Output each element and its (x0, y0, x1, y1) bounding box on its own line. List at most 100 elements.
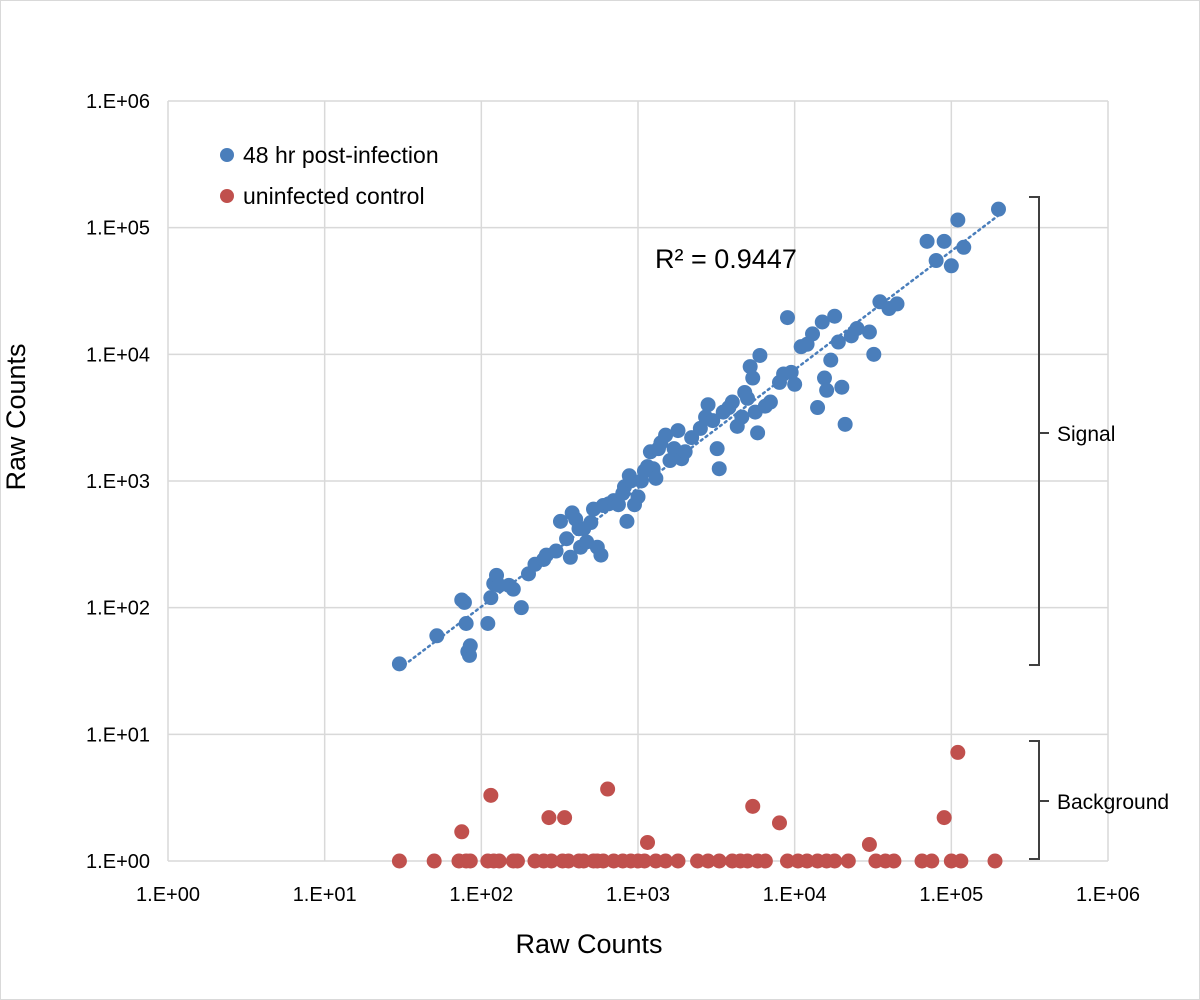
control-point (771, 815, 787, 831)
control-point (861, 836, 877, 852)
r-squared-annotation: R² = 0.9447 (655, 244, 797, 274)
control-point (462, 853, 478, 869)
control-point (391, 853, 407, 869)
control-point (636, 853, 652, 869)
control-point (799, 853, 815, 869)
infected-point (849, 320, 865, 336)
control-point (560, 853, 576, 869)
x-axis-title: Raw Counts (515, 929, 662, 959)
infected-point (943, 258, 959, 274)
y-tick-label: 1.E+06 (86, 91, 150, 113)
control-point (600, 781, 616, 797)
legend-marker-infected (220, 148, 234, 162)
infected-point (779, 310, 795, 326)
infected-point (752, 347, 768, 363)
control-point (711, 853, 727, 869)
infected-point (677, 444, 693, 460)
infected-point (990, 201, 1006, 217)
y-tick-label: 1.E+02 (86, 598, 150, 620)
control-point (987, 853, 1003, 869)
infected-point (462, 638, 478, 654)
infected-point (623, 473, 639, 489)
infected-point (823, 352, 839, 368)
infected-point (692, 420, 708, 436)
legend-label-control: uninfected control (243, 183, 425, 209)
infected-point (814, 314, 830, 330)
x-tick-label: 1.E+03 (606, 884, 670, 906)
infected-point (513, 600, 529, 616)
control-point (779, 853, 795, 869)
x-tick-label: 1.E+04 (763, 884, 827, 906)
infected-point (889, 296, 905, 312)
x-tick-label: 1.E+00 (136, 884, 200, 906)
infected-point (619, 513, 635, 529)
infected-point (837, 416, 853, 432)
signal-bracket (1029, 196, 1049, 666)
infected-point (505, 581, 521, 597)
infected-point (548, 543, 564, 559)
control-point (541, 810, 557, 826)
infected-point (483, 590, 499, 606)
x-tick-label: 1.E+06 (1076, 884, 1140, 906)
legend-label-infected: 48 hr post-infection (243, 142, 439, 168)
control-point (700, 853, 716, 869)
infected-point (936, 233, 952, 249)
background-bracket (1029, 740, 1049, 860)
infected-point (593, 547, 609, 563)
control-point (953, 853, 969, 869)
infected-point (670, 423, 686, 439)
infected-point (919, 233, 935, 249)
trendline (398, 214, 1000, 670)
infected-point (810, 400, 826, 416)
y-tick-label: 1.E+03 (86, 471, 150, 493)
control-point (640, 834, 656, 850)
y-axis-title: Raw Counts (1, 343, 31, 490)
control-point (543, 853, 559, 869)
control-point (557, 810, 573, 826)
control-point (658, 853, 674, 869)
control-point (595, 853, 611, 869)
y-tick-label: 1.E+05 (86, 218, 150, 240)
infected-point (562, 549, 578, 565)
control-point (936, 810, 952, 826)
infected-point (559, 531, 575, 547)
infected-point (648, 470, 664, 486)
infected-point (742, 359, 758, 375)
infected-point (583, 515, 599, 531)
control-point (483, 787, 499, 803)
infected-point (866, 346, 882, 362)
infected-point (819, 382, 835, 398)
control-point (827, 853, 843, 869)
control-point (745, 798, 761, 814)
infected-point (950, 212, 966, 228)
control-point (886, 853, 902, 869)
infected-point (724, 394, 740, 410)
background-bracket-label: Background (1057, 791, 1169, 814)
control-point (454, 824, 470, 840)
control-point (491, 853, 507, 869)
infected-point (805, 326, 821, 342)
infected-point (662, 453, 678, 469)
infected-point (734, 409, 750, 425)
control-point (426, 853, 442, 869)
tick-labels: 1.E+00 1.E+01 1.E+02 1.E+03 1.E+04 1.E+05 1.E+… (86, 91, 1140, 906)
infected-point (705, 413, 721, 429)
control-point (690, 853, 706, 869)
infected-point (861, 324, 877, 340)
x-tick-label: 1.E+01 (293, 884, 357, 906)
infected-point (552, 513, 568, 529)
infected-point (391, 656, 407, 672)
legend: 48 hr post-infection uninfected control (220, 142, 439, 209)
infected-point (787, 376, 803, 392)
infected-point (834, 379, 850, 395)
infected-point (709, 441, 725, 457)
infected-point (928, 253, 944, 269)
infected-point (762, 394, 778, 410)
x-tick-label: 1.E+02 (449, 884, 513, 906)
control-point (924, 853, 940, 869)
x-tick-label: 1.E+05 (919, 884, 983, 906)
data-points (391, 201, 1006, 869)
infected-point (750, 425, 766, 441)
infected-point (429, 628, 445, 644)
